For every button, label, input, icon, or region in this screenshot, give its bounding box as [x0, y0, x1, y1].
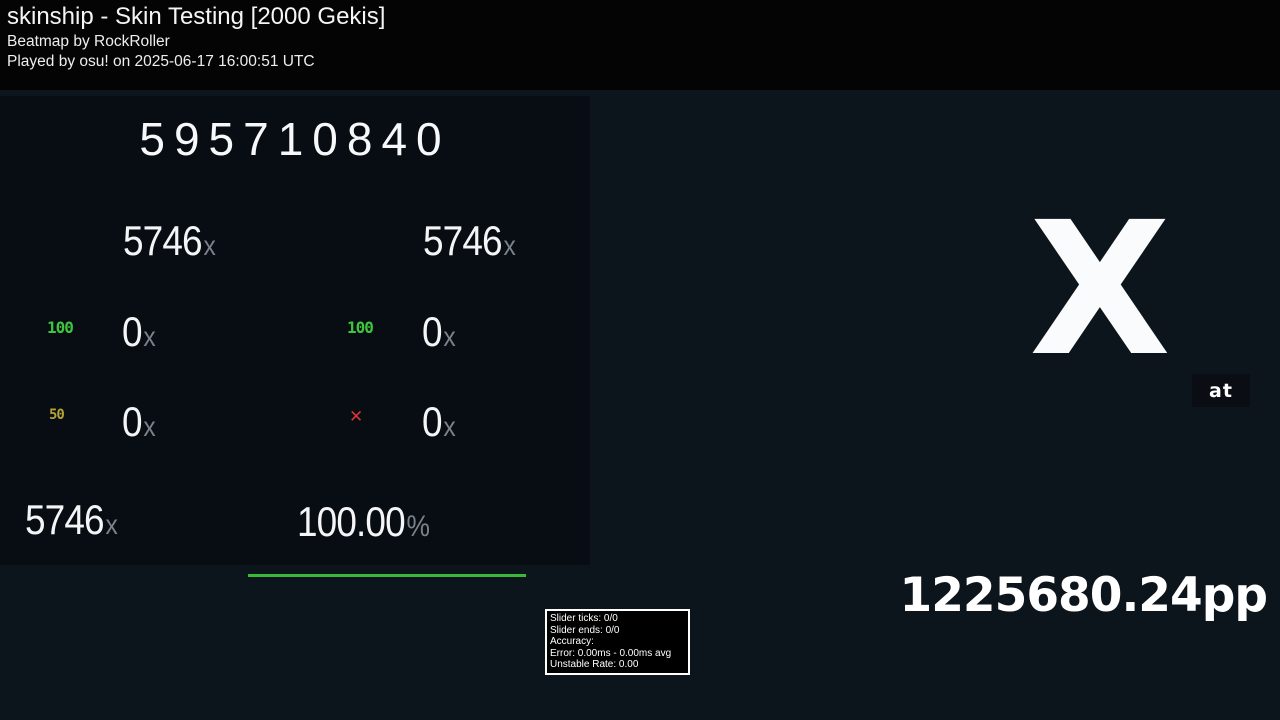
- beatmap-title: skinship - Skin Testing [2000 Gekis]: [7, 3, 386, 30]
- count-50-value: 0: [122, 398, 143, 445]
- count-katu-value: 0: [422, 308, 443, 355]
- count-miss-value: 0: [422, 398, 443, 445]
- count-300-value: 5746: [123, 217, 203, 264]
- total-score: 595710840: [139, 113, 451, 165]
- played-by-line: Played by osu! on 2025-06-17 16:00:51 UT…: [7, 53, 315, 70]
- count-50-suffix: x: [143, 411, 156, 442]
- count-300: 5746x: [123, 217, 216, 265]
- count-geki-value: 5746: [423, 217, 503, 264]
- judgement-tooltip: Slider ticks: 0/0 Slider ends: 0/0 Accur…: [545, 609, 690, 675]
- hit-50-icon: 50: [49, 407, 65, 423]
- count-miss-suffix: x: [443, 411, 456, 442]
- hit-100-icon: 100: [47, 318, 74, 337]
- grade-x-rank: X: [1029, 183, 1171, 397]
- hit-100k-icon: 100: [347, 318, 374, 337]
- count-geki-suffix: x: [503, 230, 516, 261]
- count-100-suffix: x: [143, 321, 156, 352]
- beatmap-author: Beatmap by RockRoller: [7, 33, 170, 50]
- count-katu-suffix: x: [443, 321, 456, 352]
- max-combo-value: 5746: [25, 496, 105, 543]
- tooltip-unstable-rate: Unstable Rate: 0.00: [550, 659, 639, 670]
- count-50: 0x: [122, 398, 156, 446]
- count-miss: 0x: [422, 398, 456, 446]
- count-100-value: 0: [122, 308, 143, 355]
- count-100: 0x: [122, 308, 156, 356]
- max-combo: 5746x: [25, 496, 118, 544]
- max-combo-suffix: x: [105, 509, 118, 540]
- tooltip-slider-ticks: Slider ticks: 0/0: [550, 613, 618, 624]
- pp-value: 1225680.24pp: [899, 568, 1268, 623]
- header-bar: skinship - Skin Testing [2000 Gekis] Bea…: [0, 0, 1280, 90]
- count-katu: 0x: [422, 308, 456, 356]
- tooltip-error: Error: 0.00ms - 0.00ms avg: [550, 647, 672, 659]
- score-panel: [0, 96, 590, 565]
- count-300-suffix: x: [203, 230, 216, 261]
- accuracy-value: 100.00: [297, 498, 406, 545]
- accuracy: 100.00%: [297, 498, 430, 546]
- accuracy-suffix: %: [406, 510, 431, 543]
- tooltip-accuracy: Accuracy:: [550, 636, 594, 647]
- life-bar-line: [248, 574, 526, 577]
- tooltip-slider-ends: Slider ends: 0/0: [550, 624, 620, 636]
- mod-badge-autoplay: at: [1192, 374, 1250, 407]
- miss-icon: ✕: [349, 407, 364, 427]
- count-geki: 5746x: [423, 217, 516, 265]
